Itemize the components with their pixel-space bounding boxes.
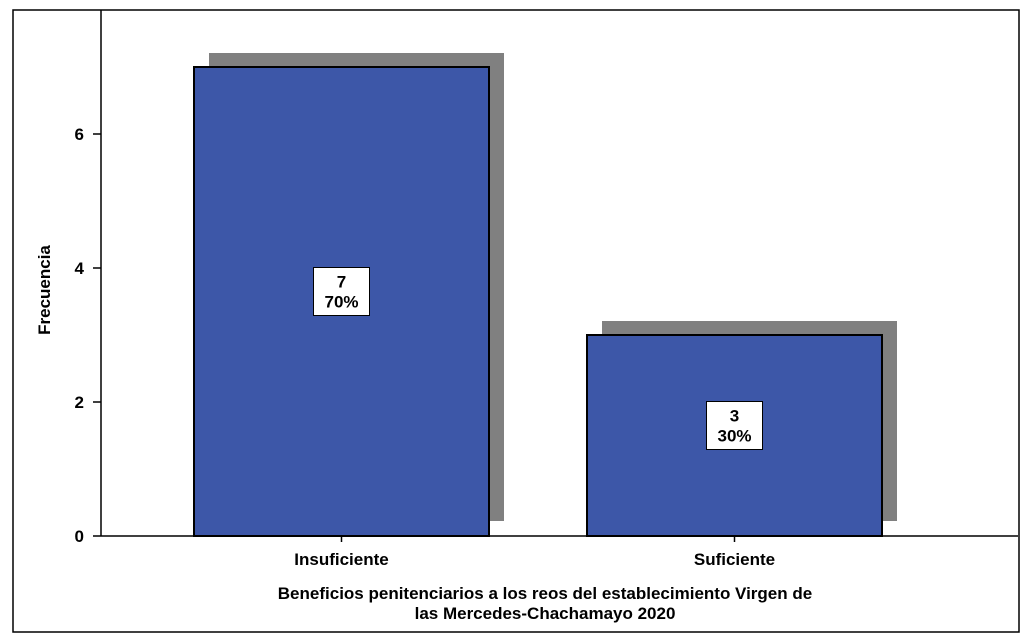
data-label-box — [706, 401, 763, 450]
y-axis-title: Frecuencia — [35, 245, 54, 335]
data-label-count: 3 — [730, 407, 739, 426]
data-label-count: 7 — [337, 273, 346, 292]
data-label-box — [313, 267, 370, 316]
data-label-percent: 70% — [324, 293, 358, 312]
x-axis-title-line2: las Mercedes-Chachamayo 2020 — [415, 604, 676, 623]
y-tick-label: 6 — [75, 125, 84, 144]
data-label-percent: 30% — [717, 427, 751, 446]
y-tick-label: 0 — [75, 527, 84, 546]
bars-layer — [193, 53, 897, 537]
plot-frame — [12, 9, 1020, 633]
x-ticks: Insuficiente Suficiente — [294, 536, 775, 569]
y-ticks: 0 2 4 6 — [75, 125, 101, 546]
x-tick-label: Suficiente — [694, 550, 775, 569]
y-tick-label: 4 — [75, 259, 85, 278]
y-tick-label: 2 — [75, 393, 84, 412]
data-labels: 770% 330% — [313, 267, 763, 450]
x-tick-label: Insuficiente — [294, 550, 388, 569]
x-axis-title-line1: Beneficios penitenciarios a los reos del… — [278, 584, 812, 603]
